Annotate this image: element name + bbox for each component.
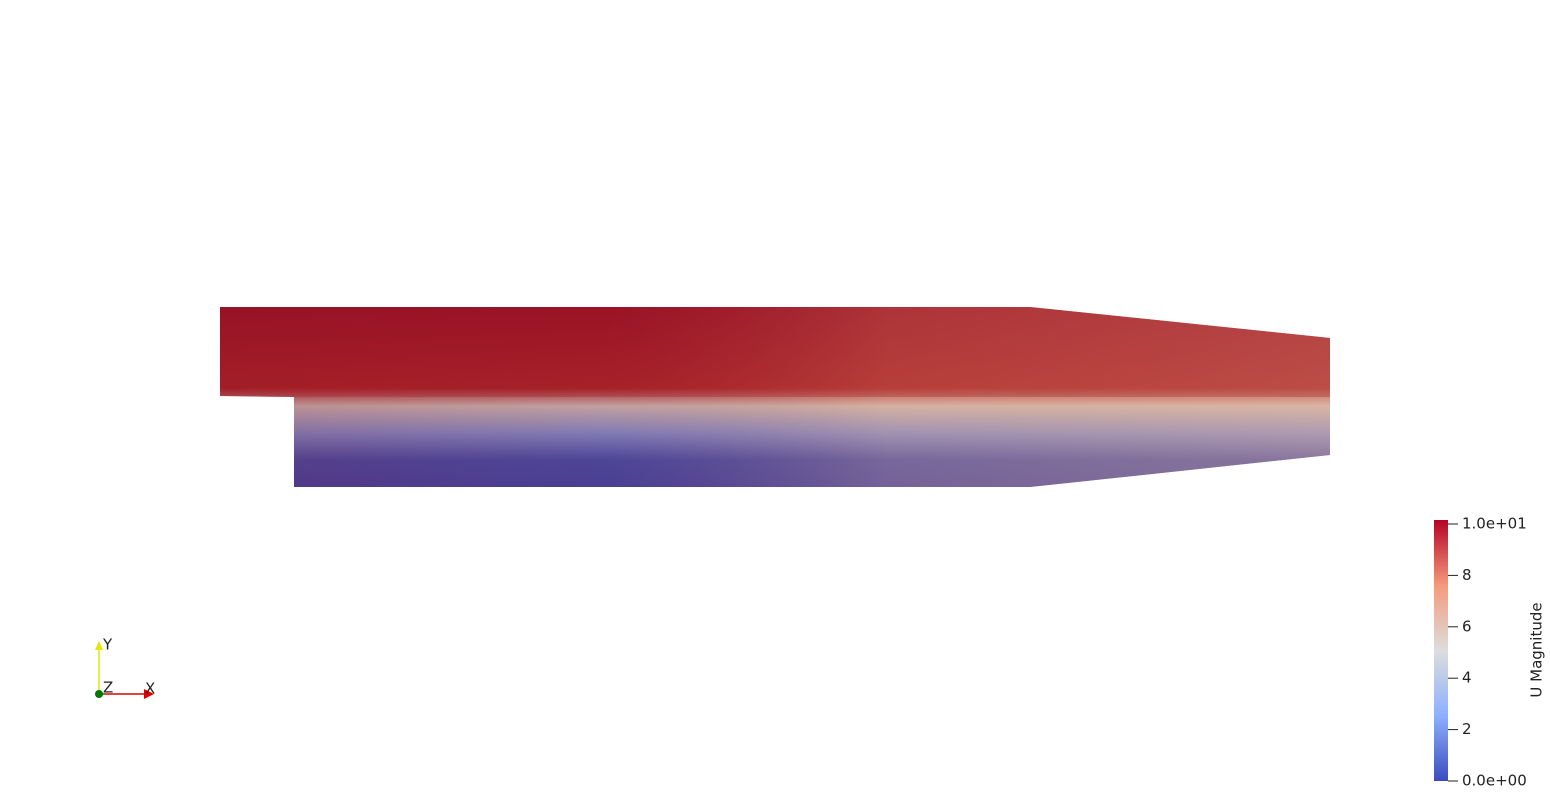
axes-triad: Y Z X xyxy=(95,636,155,699)
tick-label: 6 xyxy=(1462,617,1472,635)
color-legend-title: U Magnitude xyxy=(1528,602,1546,697)
axis-z-label: Z xyxy=(103,679,113,697)
axis-x-label: X xyxy=(145,680,155,698)
color-bar xyxy=(1434,520,1448,781)
tick-label: 0.0e+00 xyxy=(1462,772,1527,790)
tick-label: 4 xyxy=(1462,669,1472,687)
tick-label: 2 xyxy=(1462,720,1472,738)
tick-label: 8 xyxy=(1462,566,1472,584)
color-legend: U Magnitude 0.0e+00 2 4 6 8 1.0e+01 xyxy=(1434,515,1546,790)
tick-label: 1.0e+01 xyxy=(1462,515,1527,533)
axis-y-label: Y xyxy=(102,636,113,654)
flow-field xyxy=(220,307,1330,487)
